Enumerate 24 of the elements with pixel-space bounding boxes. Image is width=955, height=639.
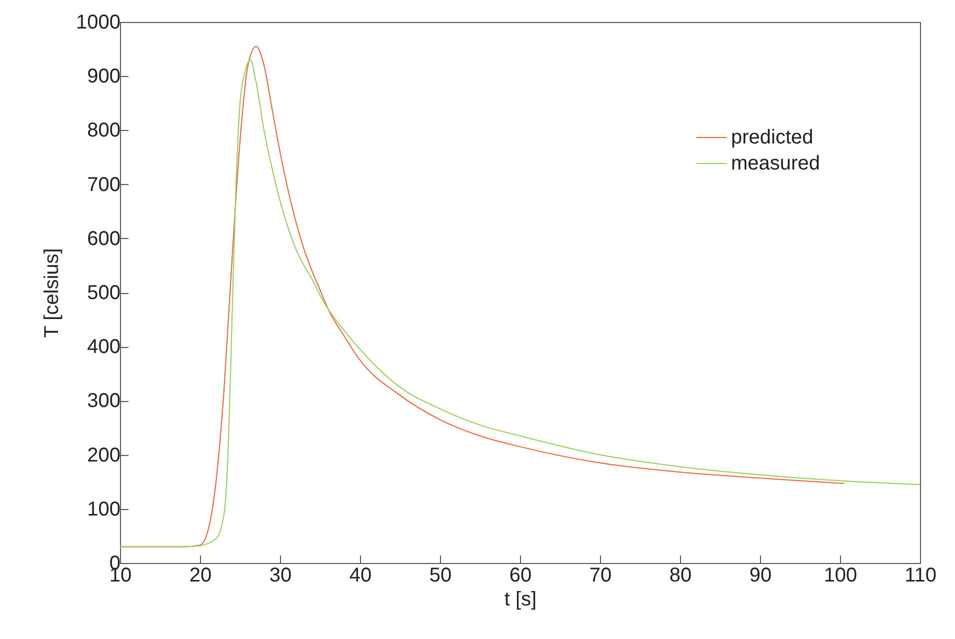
y-tick-label: 600 xyxy=(87,228,120,250)
y-tick-label: 800 xyxy=(87,120,120,142)
y-tick-label: 500 xyxy=(87,282,120,304)
legend-label: predicted xyxy=(731,126,814,148)
x-tick-label: 80 xyxy=(669,564,692,586)
x-tick-label: 110 xyxy=(904,564,936,586)
y-tick-label: 200 xyxy=(87,444,120,466)
x-tick-label: 40 xyxy=(349,564,372,586)
y-axis-title: T [celsius] xyxy=(41,248,64,338)
y-tick-label: 900 xyxy=(87,66,120,88)
legend-label: measured xyxy=(731,152,820,174)
x-tick-label: 100 xyxy=(824,564,858,586)
y-tick-label: 700 xyxy=(87,174,120,196)
y-tick-label: 400 xyxy=(87,336,120,358)
x-tick-label: 60 xyxy=(509,564,532,586)
x-axis-title: t [s] xyxy=(504,588,537,610)
x-tick-label: 50 xyxy=(429,564,452,586)
x-tick-label: 30 xyxy=(269,564,292,586)
x-tick-label: 90 xyxy=(749,564,772,586)
y-tick-label: 1000 xyxy=(76,12,120,34)
x-tick-label: 70 xyxy=(589,564,612,586)
y-tick-label: 300 xyxy=(87,390,120,412)
y-tick-label: 100 xyxy=(87,498,120,520)
x-tick-label: 20 xyxy=(189,564,212,586)
